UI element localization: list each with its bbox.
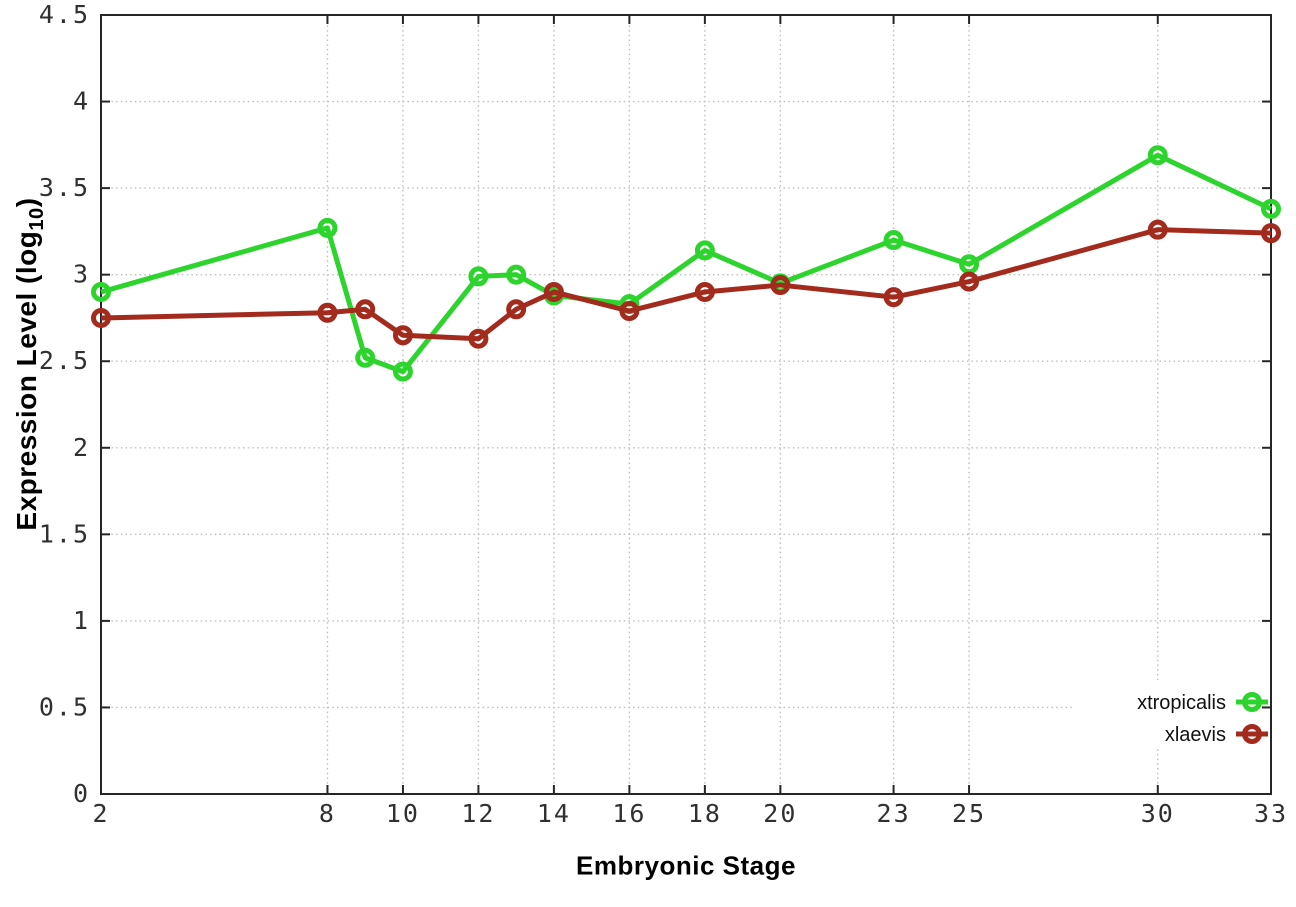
series-xlaevis (91, 219, 1281, 349)
y-axis-title-close: ) (11, 197, 43, 208)
x-tick-label: 10 (386, 799, 420, 828)
data-point-xlaevis (506, 299, 527, 320)
legend-entry-xtropicalis: xtropicalis (1137, 692, 1268, 714)
data-point-xlaevis (543, 281, 564, 302)
x-tick-label: 8 (319, 799, 336, 828)
y-tick-label: 0 (73, 779, 90, 808)
x-tick-label: 30 (1141, 799, 1175, 828)
data-point-xtropicalis (506, 264, 527, 285)
legend: xtropicalis xlaevis (1072, 680, 1268, 746)
data-point-xlaevis (392, 325, 413, 346)
data-point-xtropicalis (468, 266, 489, 287)
data-point-xlaevis (1147, 219, 1168, 240)
x-tick-label: 25 (952, 799, 986, 828)
legend-marker-xlaevis (1242, 724, 1262, 744)
y-tick-label: 2.5 (39, 346, 90, 375)
data-point-xlaevis (619, 301, 640, 322)
x-tick-label: 2 (92, 799, 109, 828)
x-tick-label: 12 (461, 799, 495, 828)
legend-marker-xtropicalis (1242, 692, 1262, 712)
data-point-xtropicalis (1261, 198, 1281, 219)
x-tick-label: 18 (688, 799, 722, 828)
y-tick-label: 1.5 (39, 519, 90, 548)
tick-marks (100, 14, 1272, 795)
x-tick-label: 14 (537, 799, 571, 828)
legend-background (1072, 680, 1262, 746)
legend-label-xlaevis: xlaevis (1165, 724, 1226, 746)
legend-label-xtropicalis: xtropicalis (1137, 692, 1226, 714)
data-point-xlaevis (355, 299, 376, 320)
x-tick-label: 23 (877, 799, 911, 828)
y-tick-label: 4.5 (39, 0, 90, 29)
data-point-xlaevis (91, 307, 111, 328)
tick-labels: 0 0.5 1 1.5 2 2.5 3 3.5 4 4.5 2 8 10 12 14 16 18 20 23 25 30… (39, 0, 1288, 828)
y-tick-label: 0.5 (39, 692, 90, 721)
data-point-xtropicalis (392, 361, 413, 382)
data-point-xlaevis (317, 302, 338, 323)
data-point-xtropicalis (694, 240, 715, 261)
x-tick-label: 20 (763, 799, 797, 828)
series-line-xlaevis (100, 227, 1272, 342)
x-tick-label: 33 (1254, 799, 1288, 828)
y-tick-label: 3 (73, 260, 90, 289)
x-axis-title: Embryonic Stage (576, 850, 796, 881)
y-axis-title: Expression Level (log10) (11, 197, 49, 530)
series-xtropicalis (91, 145, 1281, 382)
data-point-xtropicalis (91, 281, 111, 302)
y-tick-label: 3.5 (39, 173, 90, 202)
data-point-xtropicalis (1147, 145, 1168, 166)
y-axis-title-text: Expression Level (log (11, 230, 43, 531)
y-tick-label: 2 (73, 433, 90, 462)
data-point-xtropicalis (317, 217, 338, 238)
data-point-xlaevis (959, 271, 980, 292)
data-point-xlaevis (770, 275, 791, 296)
data-point-xtropicalis (883, 230, 904, 251)
data-point-xlaevis (468, 328, 489, 349)
plot-border (100, 14, 1272, 795)
y-axis-title-subscript: 10 (25, 207, 48, 231)
legend-entry-xlaevis: xlaevis (1165, 724, 1268, 746)
y-tick-label: 4 (73, 87, 90, 116)
x-tick-label: 16 (612, 799, 646, 828)
data-point-xtropicalis (355, 347, 376, 368)
data-point-xlaevis (883, 287, 904, 308)
gridlines (102, 16, 1270, 793)
data-point-xlaevis (694, 281, 715, 302)
y-tick-label: 1 (73, 606, 90, 635)
data-point-xlaevis (1261, 223, 1281, 244)
